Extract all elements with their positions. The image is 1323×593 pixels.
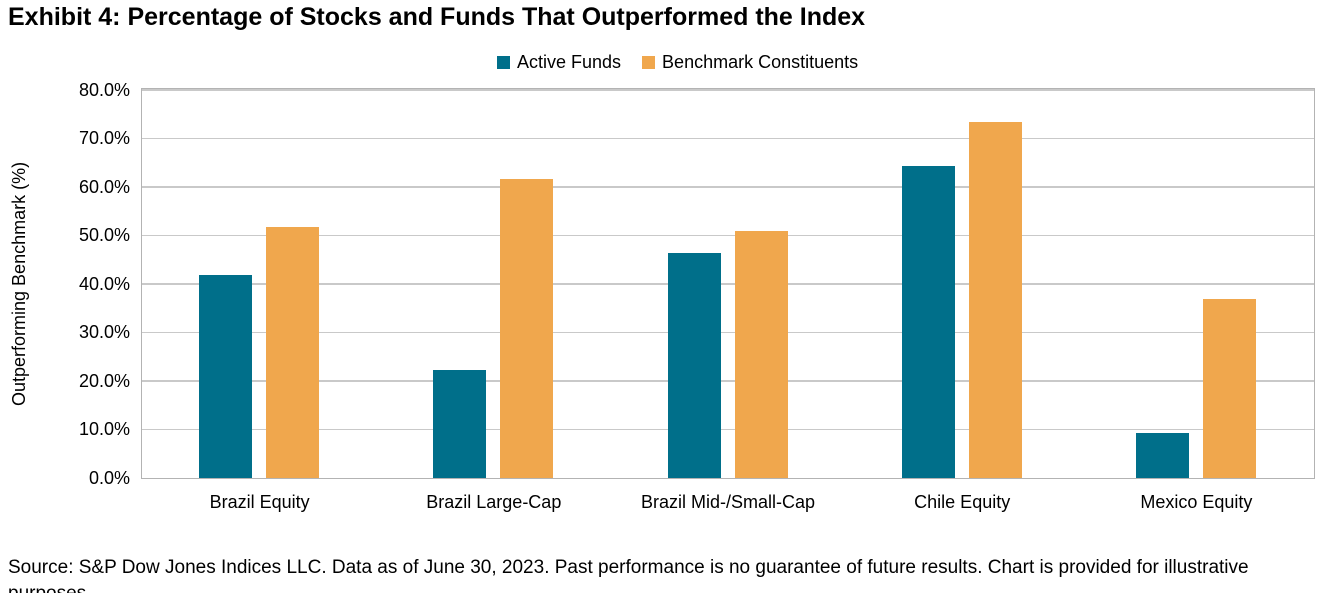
gridline (142, 186, 1314, 188)
legend-item-benchmark-constituents: Benchmark Constituents (642, 52, 858, 73)
gridline (142, 380, 1314, 382)
gridline (142, 89, 1314, 91)
x-axis-label: Mexico Equity (1140, 492, 1253, 512)
y-tick-label: 50.0% (78, 225, 130, 245)
bar-active-funds-mexico-equity (1135, 432, 1189, 478)
x-axis-label: Chile Equity (914, 492, 1011, 512)
benchmark-constituents-swatch-icon (642, 56, 656, 69)
bar-benchmark-constituents-brazil-equity (266, 226, 320, 478)
y-tick-label: 80.0% (78, 79, 130, 100)
gridline (142, 428, 1314, 430)
bar-active-funds-chile-equity (901, 166, 955, 478)
legend: Active Funds Benchmark Constituents (497, 52, 858, 73)
plot-area (141, 88, 1315, 479)
bar-active-funds-brazil-large-cap (433, 369, 487, 478)
legend-label-benchmark-constituents: Benchmark Constituents (662, 52, 859, 72)
bar-benchmark-constituents-chile-equity (968, 121, 1022, 478)
active-funds-swatch-icon (497, 56, 510, 69)
bar-active-funds-brazil-equity (199, 274, 253, 478)
y-tick-label: 20.0% (78, 370, 130, 391)
y-tick-label: 60.0% (78, 176, 130, 197)
gridline (142, 137, 1314, 139)
x-axis-label: Brazil Large-Cap (426, 492, 562, 512)
bar-active-funds-brazil-mid-small-cap (667, 253, 721, 478)
legend-item-active-funds: Active Funds (497, 52, 621, 73)
y-tick-label: 40.0% (78, 273, 130, 294)
gridline (142, 234, 1314, 236)
y-tick-label: 0.0% (88, 467, 130, 488)
x-axis-label: Brazil Equity (209, 492, 310, 512)
x-axis-label: Brazil Mid-/Small-Cap (640, 492, 816, 512)
gridline (142, 331, 1314, 333)
source-note: Source: S&P Dow Jones Indices LLC. Data … (8, 557, 1249, 593)
bar-benchmark-constituents-brazil-mid-small-cap (734, 231, 788, 478)
y-tick-label: 10.0% (78, 419, 130, 439)
y-tick-label: 70.0% (78, 128, 130, 148)
bar-benchmark-constituents-mexico-equity (1202, 299, 1256, 478)
chart-title: Exhibit 4: Percentage of Stocks and Fund… (8, 3, 866, 31)
bar-benchmark-constituents-brazil-large-cap (500, 178, 554, 478)
gridline (142, 283, 1314, 285)
y-tick-label: 30.0% (78, 322, 130, 342)
legend-label-active-funds: Active Funds (517, 52, 622, 72)
